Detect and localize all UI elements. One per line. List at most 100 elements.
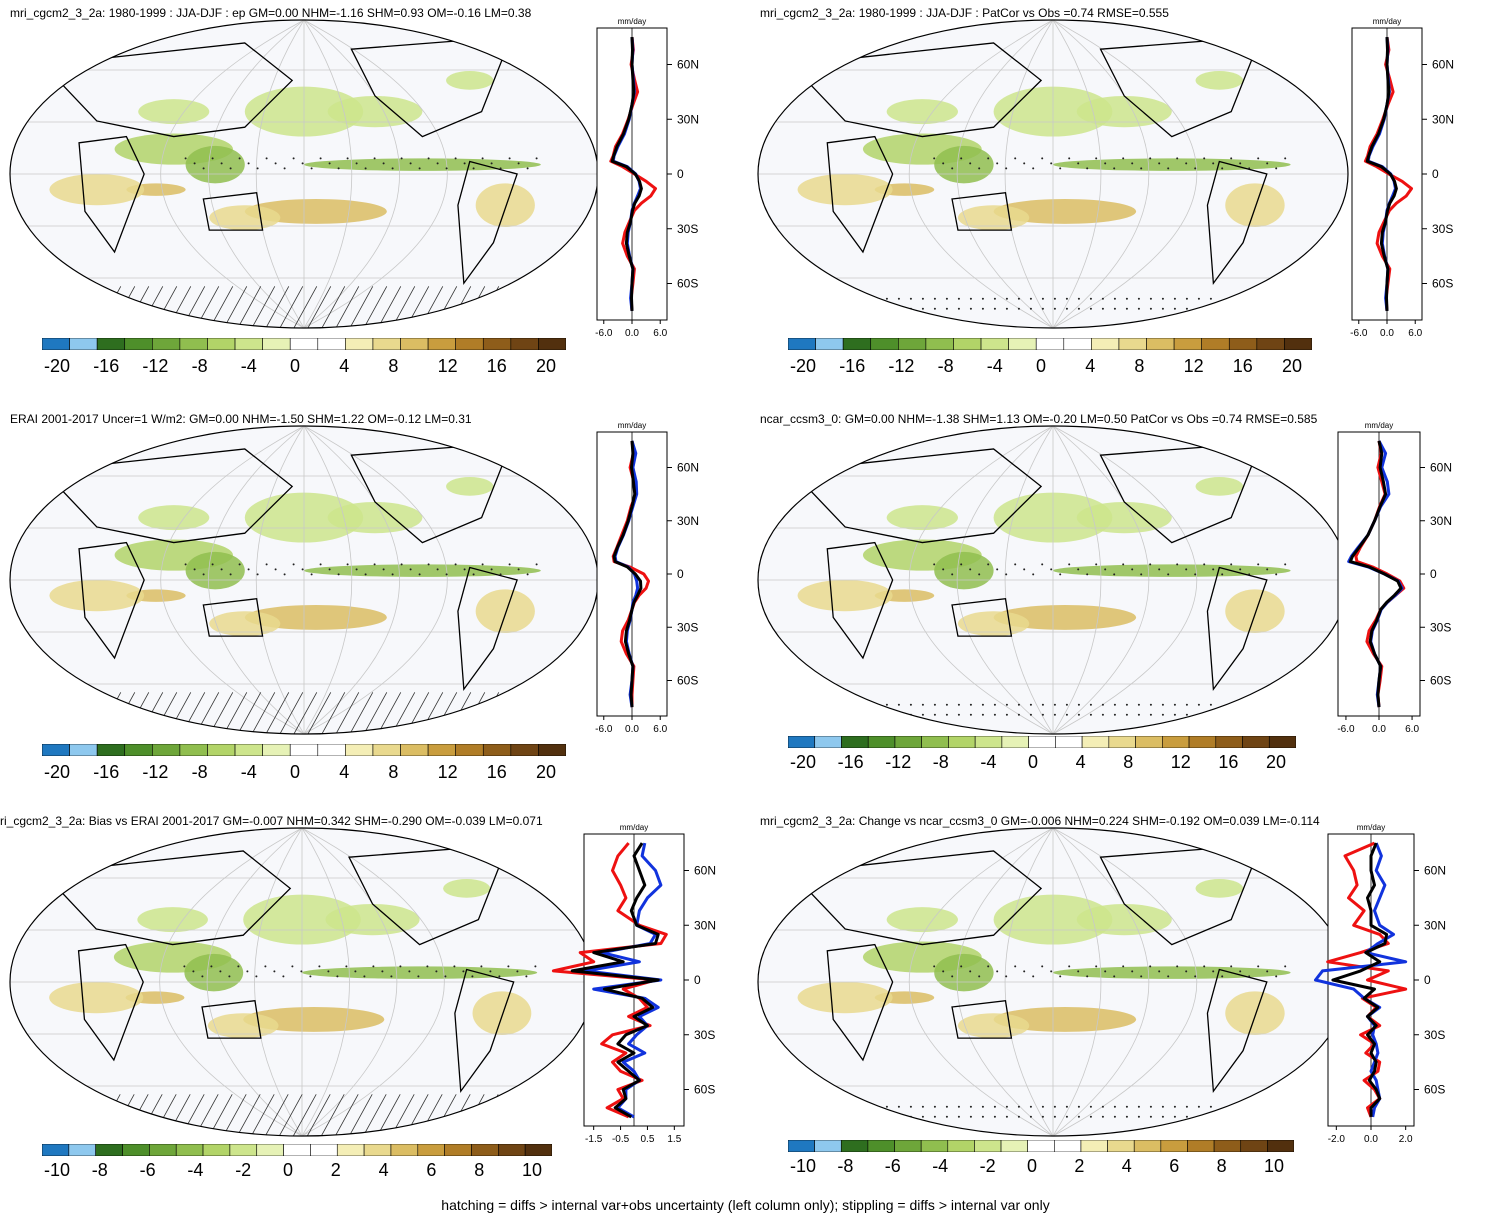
series-red [609, 36, 657, 312]
lat-tick-label: 60N [1432, 58, 1454, 72]
colorbar-label: -8 [932, 752, 949, 772]
colorbar-label: 8 [474, 1160, 485, 1180]
colorbar [42, 338, 566, 350]
lat-tick-label: 60N [677, 58, 699, 72]
colorbar-label: 6 [1169, 1156, 1180, 1176]
colorbar-label: 16 [1232, 356, 1253, 376]
colorbar-label: -16 [839, 356, 866, 376]
world-map [9, 19, 599, 329]
x-tick-label: -2.0 [1328, 1134, 1346, 1145]
x-tick-label: -6.0 [595, 328, 613, 339]
lat-tick-label: 30N [677, 514, 699, 528]
lat-tick-label: 30N [1430, 514, 1452, 528]
colorbar-label: 6 [426, 1160, 437, 1180]
colorbar-label: -12 [142, 356, 169, 376]
colorbar [42, 744, 566, 756]
x-tick-label: 0.5 [640, 1134, 654, 1145]
series-black [1348, 440, 1403, 708]
x-tick-label: -0.5 [612, 1134, 630, 1145]
x-tick-label: -6.0 [1350, 328, 1368, 339]
lat-tick-label: 60S [1432, 277, 1453, 291]
colorbar-label: -4 [986, 356, 1003, 376]
series-black [610, 37, 643, 311]
zonal-mean-profile: mm/day 60N 30N 0 30S 60S -6.0 0.0 6.0 [595, 17, 699, 339]
colorbar-label: 2 [330, 1160, 341, 1180]
series-red [1363, 36, 1413, 312]
world-map [757, 19, 1349, 329]
lat-tick-label: 60S [694, 1083, 715, 1097]
panel-title: ri_cgcm2_3_2a: Bias vs ERAI 2001-2017 GM… [0, 814, 543, 828]
panel-title: mri_cgcm2_3_2a: 1980-1999 : JJA-DJF : Pa… [760, 6, 1169, 20]
colorbar-label: 20 [536, 762, 557, 782]
profile-unit-label: mm/day [1357, 823, 1385, 832]
colorbar-label: 10 [522, 1160, 543, 1180]
lat-tick-label: 30S [677, 222, 698, 236]
colorbar-label: 2 [1074, 1156, 1085, 1176]
x-tick-label: 6.0 [1405, 724, 1419, 735]
colorbar-label: -4 [187, 1160, 204, 1180]
profile-unit-label: mm/day [1373, 17, 1401, 26]
lat-tick-label: 60N [677, 461, 699, 475]
lat-tick-label: 60N [1424, 864, 1446, 878]
colorbar-label: 0 [290, 356, 301, 376]
profile-unit-label: mm/day [618, 17, 646, 26]
lat-tick-label: 30S [1430, 620, 1451, 634]
series-black [612, 440, 643, 708]
colorbar-label: 20 [1266, 752, 1287, 772]
colorbar-label: 12 [1183, 356, 1204, 376]
lat-tick-label: 60S [1430, 674, 1451, 688]
x-tick-label: 0.0 [625, 328, 639, 339]
colorbar-label: -10 [44, 1160, 71, 1180]
colorbar-label: 12 [437, 356, 458, 376]
lat-tick-label: 30N [1432, 112, 1454, 126]
colorbar-label: -10 [790, 1156, 817, 1176]
x-tick-label: 0.0 [1372, 724, 1386, 735]
lat-tick-label: 30N [694, 918, 716, 932]
lat-tick-label: 0 [1424, 973, 1431, 987]
x-tick-label: -6.0 [1337, 724, 1355, 735]
x-tick-label: 6.0 [1408, 328, 1422, 339]
colorbar-label: 4 [378, 1160, 389, 1180]
colorbar-label: 8 [388, 356, 399, 376]
colorbar-label: -4 [240, 762, 257, 782]
lat-tick-label: 30S [694, 1028, 715, 1042]
colorbar-label: -4 [240, 356, 257, 376]
x-tick-label: 0.0 [625, 724, 639, 735]
colorbar-label: 16 [486, 762, 507, 782]
lat-tick-label: 30S [1424, 1028, 1445, 1042]
colorbar-label: -8 [937, 356, 954, 376]
zonal-mean-profile: mm/day 60N 30N 0 30S 60S -1.5 -0.5 0.5 1.5 [551, 823, 716, 1145]
world-map [757, 425, 1349, 735]
colorbar-label: 20 [536, 356, 557, 376]
world-map [757, 827, 1349, 1137]
colorbar-label: 8 [1134, 356, 1145, 376]
profile-unit-label: mm/day [1365, 421, 1393, 430]
colorbar-label: 0 [290, 762, 301, 782]
figure-footnote: hatching = diffs > internal var+obs unce… [441, 1197, 1050, 1213]
colorbar-label: 8 [388, 762, 399, 782]
colorbar-label: 16 [1218, 752, 1239, 772]
lat-tick-label: 30N [677, 112, 699, 126]
profile-unit-label: mm/day [620, 823, 648, 832]
series-black [570, 842, 660, 1119]
colorbar-label: -20 [44, 762, 71, 782]
world-map [9, 425, 599, 735]
colorbar-label: -4 [932, 1156, 949, 1176]
series-red [551, 842, 668, 1119]
colorbar-label: 0 [1028, 752, 1039, 772]
zonal-mean-profile: mm/day 60N 30N 0 30S 60S -2.0 0.0 2.0 [1314, 823, 1446, 1145]
lat-tick-label: 0 [1432, 167, 1439, 181]
colorbar-label: -12 [888, 356, 915, 376]
colorbar-label: 4 [339, 356, 350, 376]
panel-title: ERAI 2001-2017 Uncer=1 W/m2: GM=0.00 NHM… [10, 412, 472, 426]
x-tick-label: 6.0 [653, 724, 667, 735]
x-tick-label: 2.0 [1399, 1134, 1413, 1145]
colorbar [788, 736, 1296, 748]
colorbar-label: -6 [139, 1160, 156, 1180]
colorbar-label: -8 [91, 1160, 108, 1180]
panel-title: mri_cgcm2_3_2a: Change vs ncar_ccsm3_0 G… [760, 814, 1320, 828]
colorbar-label: 20 [1282, 356, 1303, 376]
colorbar-label: -2 [979, 1156, 996, 1176]
x-tick-label: 0.0 [1380, 328, 1394, 339]
x-tick-label: 1.5 [667, 1134, 681, 1145]
